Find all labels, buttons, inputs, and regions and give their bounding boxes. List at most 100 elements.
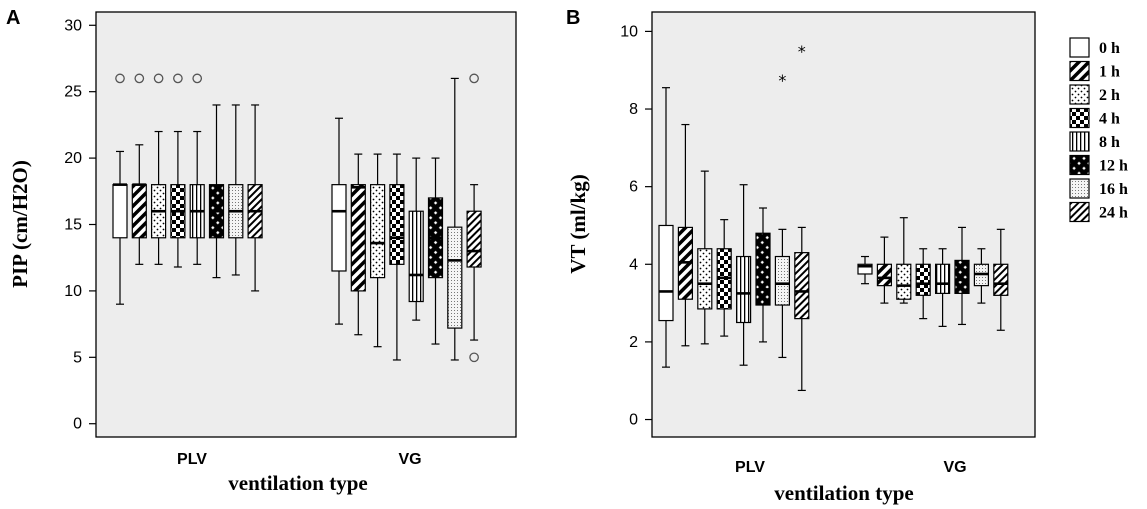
box-iqr bbox=[755, 232, 771, 306]
legend-swatch bbox=[1069, 107, 1090, 129]
box-PLV-1h bbox=[131, 73, 147, 265]
legend-item: 2 h bbox=[1069, 84, 1120, 105]
y-tick-label: 6 bbox=[629, 179, 638, 196]
y-axis-title: VT (ml/kg) bbox=[566, 174, 590, 273]
y-tick-label: 20 bbox=[64, 150, 82, 167]
box-PLV-24h bbox=[247, 104, 263, 292]
box-PLV-4h bbox=[170, 73, 186, 268]
y-tick-label: 30 bbox=[64, 17, 82, 34]
legend-label: 8 h bbox=[1099, 134, 1120, 151]
box-iqr bbox=[389, 184, 405, 265]
legend-label: 16 h bbox=[1099, 181, 1128, 198]
box-VG-4h bbox=[915, 248, 931, 320]
legend-item: 4 h bbox=[1069, 107, 1120, 129]
box-VG-2h bbox=[370, 153, 386, 348]
legend-swatch bbox=[1069, 84, 1090, 105]
box-VG-1h bbox=[876, 236, 893, 304]
box-iqr bbox=[447, 226, 463, 329]
box-PLV-12h bbox=[755, 207, 771, 343]
legend-label: 24 h bbox=[1099, 205, 1128, 222]
chart-panel-b: 0 2 4 6 8 10 PLV VG ventilation type VT (ml/kg) * * bbox=[566, 11, 1036, 505]
legend-item: 12 h bbox=[1069, 154, 1128, 176]
box-iqr bbox=[735, 255, 752, 324]
box-iqr bbox=[350, 184, 366, 292]
legend-label: 12 h bbox=[1099, 158, 1128, 175]
chart-panel-a: 0 5 10 15 20 25 30 PLV VG ventilation type PIP (cm… bbox=[8, 11, 517, 495]
legend-label: 2 h bbox=[1099, 87, 1120, 104]
box-iqr bbox=[993, 263, 1009, 296]
legend-item: 0 h bbox=[1069, 37, 1120, 58]
outlier-point bbox=[115, 73, 125, 84]
legend-label: 1 h bbox=[1099, 64, 1120, 81]
legend-item: 24 h bbox=[1069, 201, 1128, 223]
box-iqr bbox=[697, 248, 713, 310]
box-PLV-2h bbox=[151, 73, 167, 265]
box-PLV-4h bbox=[716, 219, 732, 337]
box-VG-4h bbox=[389, 153, 405, 361]
y-tick-label: 4 bbox=[629, 256, 638, 273]
y-tick-label: 10 bbox=[620, 23, 638, 40]
box-iqr bbox=[658, 224, 674, 322]
legend-item: 16 h bbox=[1069, 178, 1128, 199]
box-PLV-16h bbox=[228, 104, 244, 276]
box-PLV-0h bbox=[658, 87, 674, 368]
outlier-point bbox=[469, 73, 479, 84]
outlier-point bbox=[469, 352, 479, 363]
box-iqr bbox=[466, 210, 482, 268]
legend-item: 1 h bbox=[1069, 60, 1120, 82]
box-VG-8h bbox=[408, 157, 424, 321]
box-iqr bbox=[774, 255, 791, 306]
box-PLV-16h: * bbox=[774, 71, 791, 359]
y-axis-title: PIP (cm/H2O) bbox=[8, 160, 32, 288]
panel-letter-a: A bbox=[6, 7, 20, 29]
box-iqr bbox=[794, 252, 810, 320]
box-VG-0h bbox=[857, 255, 873, 285]
y-tick-label: 2 bbox=[629, 334, 638, 351]
legend-swatch bbox=[1069, 178, 1090, 199]
y-tick-label: 25 bbox=[64, 84, 82, 101]
box-iqr bbox=[131, 184, 147, 239]
box-iqr bbox=[408, 210, 424, 303]
box-iqr bbox=[896, 263, 912, 300]
box-iqr bbox=[331, 184, 347, 272]
legend-swatch bbox=[1069, 60, 1090, 82]
box-VG-12h bbox=[954, 226, 970, 326]
box-VG-2h bbox=[896, 217, 912, 304]
y-tick-label: 5 bbox=[73, 349, 82, 366]
box-PLV-2h bbox=[697, 170, 713, 345]
legend-swatch bbox=[1069, 37, 1090, 58]
box-VG-16h bbox=[447, 77, 463, 361]
box-iqr bbox=[876, 263, 893, 287]
plot-area bbox=[651, 11, 1036, 438]
outlier-point bbox=[134, 73, 145, 84]
x-axis-title: ventilation type bbox=[228, 471, 367, 495]
box-VG-16h bbox=[973, 248, 990, 304]
box-PLV-1h bbox=[677, 123, 694, 347]
box-iqr bbox=[370, 184, 386, 279]
x-category-label: VG bbox=[398, 451, 421, 468]
x-category-label: VG bbox=[943, 459, 966, 476]
box-iqr bbox=[857, 263, 873, 275]
box-iqr bbox=[934, 263, 951, 294]
y-tick-label: 15 bbox=[64, 217, 82, 234]
box-PLV-12h bbox=[208, 104, 225, 279]
box-PLV-0h bbox=[112, 73, 128, 305]
legend-item: 8 h bbox=[1069, 131, 1120, 152]
outlier-point bbox=[153, 73, 164, 84]
x-axis-title: ventilation type bbox=[774, 481, 913, 505]
box-VG-8h bbox=[934, 248, 951, 327]
box-iqr bbox=[112, 184, 128, 239]
outlier-point bbox=[192, 73, 203, 84]
y-tick-label: 10 bbox=[64, 283, 82, 300]
box-PLV-24h: * bbox=[794, 42, 810, 392]
legend-swatch bbox=[1069, 131, 1090, 152]
box-VG-12h bbox=[427, 157, 444, 345]
panel-letter-b: B bbox=[566, 7, 580, 29]
box-VG-24h bbox=[993, 228, 1009, 331]
box-PLV-8h bbox=[735, 184, 752, 366]
legend-label: 0 h bbox=[1099, 40, 1120, 57]
outlier-point bbox=[173, 73, 183, 84]
legend-swatch bbox=[1069, 154, 1090, 176]
y-tick-label: 8 bbox=[629, 101, 638, 118]
